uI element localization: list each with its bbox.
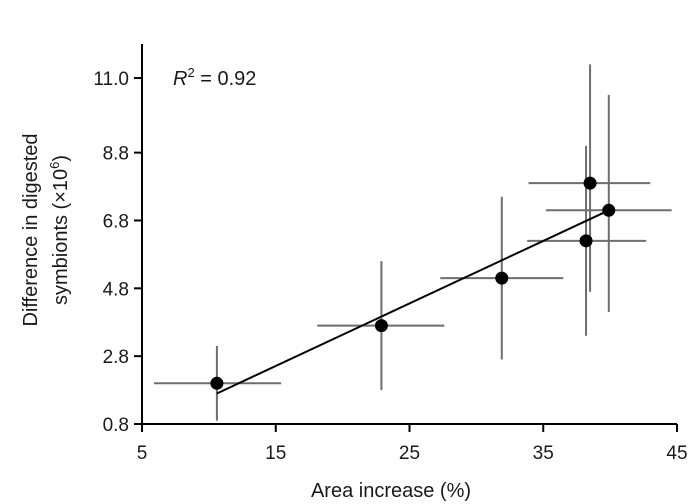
x-tick-label: 45 — [666, 443, 687, 464]
data-point — [579, 234, 593, 248]
data-point — [374, 319, 388, 333]
y-tick-label: 11.0 — [93, 69, 129, 90]
data-point — [602, 203, 616, 217]
y-tick-label: 8.8 — [103, 144, 129, 165]
data-point — [210, 376, 224, 390]
y-tick-label: 2.8 — [103, 347, 129, 368]
r-squared-annotation: R2 = 0.92 — [173, 65, 256, 90]
data-points — [210, 176, 616, 390]
x-tick-label: 5 — [137, 443, 148, 464]
y-tick-label: 6.8 — [103, 211, 129, 232]
regression-line — [216, 209, 610, 395]
x-tick-label: 15 — [265, 443, 286, 464]
x-axis-title: Area increase (%) — [311, 480, 471, 502]
data-point — [495, 271, 509, 285]
x-tick-label: 35 — [533, 443, 554, 464]
y-axis-title-line2: symbionts (×106) — [47, 155, 72, 305]
x-tick-label: 25 — [399, 443, 420, 464]
axes: 5 15 25 35 45 0.8 2.8 4.8 6.8 8.8 11.0 — [93, 44, 688, 464]
y-tick-label: 4.8 — [103, 279, 129, 300]
regression-line-group — [216, 209, 610, 395]
data-point — [583, 176, 597, 190]
y-axis-title-line1: Difference in digested — [20, 133, 42, 326]
y-tick-label: 0.8 — [103, 415, 129, 436]
error-bars — [154, 64, 672, 421]
